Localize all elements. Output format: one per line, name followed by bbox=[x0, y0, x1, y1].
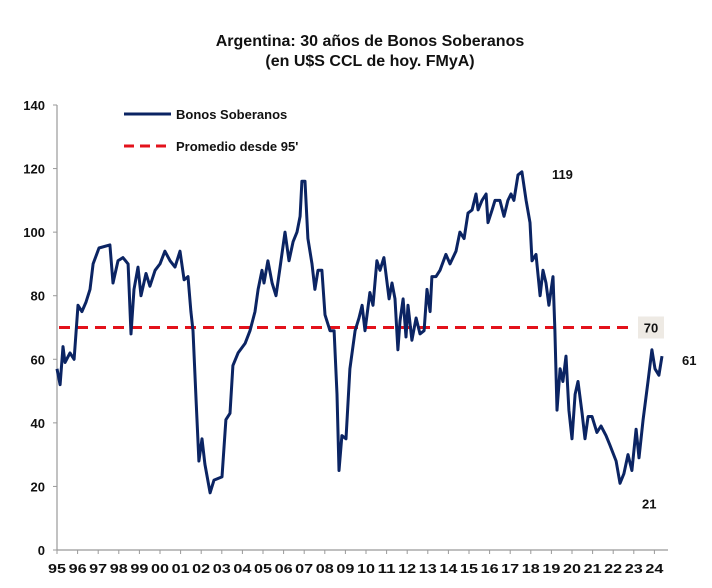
x-tick-label: 13 bbox=[419, 561, 437, 576]
series-line-bonos-soberanos bbox=[55, 170, 664, 495]
annotations: 119 70 61 21 bbox=[552, 167, 697, 512]
x-tick-label: 22 bbox=[604, 561, 622, 576]
x-tick-label: 23 bbox=[625, 561, 643, 576]
annotation-max: 119 bbox=[552, 167, 573, 182]
y-tick-label: 0 bbox=[38, 543, 45, 558]
x-tick-label: 08 bbox=[316, 561, 334, 576]
x-tick-label: 99 bbox=[130, 561, 148, 576]
legend-label-promedio: Promedio desde 95' bbox=[176, 139, 298, 154]
x-tick-label: 15 bbox=[460, 561, 478, 576]
x-tick-label: 10 bbox=[357, 561, 375, 576]
y-tick-label: 40 bbox=[31, 416, 45, 431]
y-tick-label: 120 bbox=[23, 162, 45, 177]
x-tick-label: 20 bbox=[563, 561, 581, 576]
x-tick-label: 09 bbox=[336, 561, 354, 576]
x-tick-label: 16 bbox=[481, 561, 499, 576]
x-tick-label: 02 bbox=[192, 561, 210, 576]
y-tick-label: 20 bbox=[31, 479, 45, 494]
x-tick-label: 06 bbox=[275, 561, 293, 576]
x-tick-label: 14 bbox=[439, 561, 458, 576]
legend: Bonos Soberanos Promedio desde 95' bbox=[124, 107, 298, 154]
x-tick-label: 97 bbox=[89, 561, 107, 576]
annotation-average-box bbox=[638, 316, 664, 339]
x-tick-label: 12 bbox=[398, 561, 416, 576]
x-tick-label: 96 bbox=[69, 561, 87, 576]
x-tick-label: 07 bbox=[295, 561, 313, 576]
y-tick-label: 80 bbox=[31, 289, 45, 304]
x-axis: 95 96 97 98 99 00 01 02 03 04 05 06 07 08 09 10 11 12 13 14… bbox=[48, 549, 668, 576]
x-tick-label: 11 bbox=[378, 561, 396, 576]
annotation-last: 61 bbox=[682, 353, 696, 368]
x-tick-label: 17 bbox=[501, 561, 519, 576]
x-tick-label: 03 bbox=[213, 561, 231, 576]
y-tick-label: 100 bbox=[23, 225, 45, 240]
series-layer bbox=[55, 170, 664, 495]
chart-subtitle: (en U$S CCL de hoy. FMyA) bbox=[265, 53, 474, 70]
x-tick-label: 18 bbox=[522, 561, 540, 576]
x-tick-label: 95 bbox=[48, 561, 66, 576]
chart-title: Argentina: 30 años de Bonos Soberanos bbox=[216, 33, 525, 50]
x-tick-label: 24 bbox=[645, 561, 664, 576]
x-tick-label: 98 bbox=[110, 561, 128, 576]
y-tick-label: 60 bbox=[31, 352, 45, 367]
x-tick-label: 19 bbox=[542, 561, 560, 576]
annotation-min: 21 bbox=[642, 496, 656, 511]
y-tick-label: 140 bbox=[23, 98, 45, 113]
x-tick-label: 04 bbox=[233, 561, 252, 576]
legend-label-bonos: Bonos Soberanos bbox=[176, 107, 287, 122]
x-tick-label: 00 bbox=[151, 561, 169, 576]
x-tick-label: 01 bbox=[172, 561, 190, 576]
x-tick-label: 05 bbox=[254, 561, 272, 576]
annotation-average: 70 bbox=[644, 321, 658, 336]
x-tick-label: 21 bbox=[584, 561, 602, 576]
y-axis: 0 20 40 60 80 100 120 140 bbox=[23, 98, 58, 558]
